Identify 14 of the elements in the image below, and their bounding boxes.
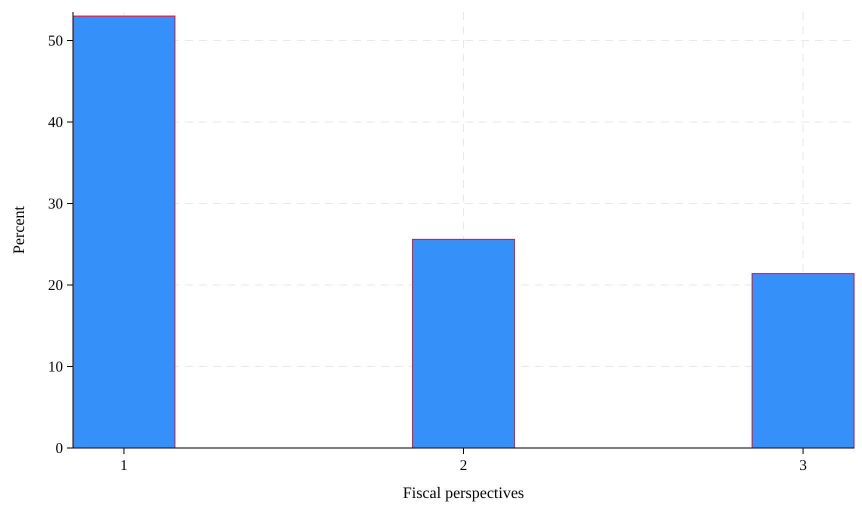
x-tick-label: 2 <box>460 458 468 474</box>
y-tick-label: 0 <box>56 441 63 457</box>
y-axis-title: Percent <box>11 205 28 254</box>
x-axis-title: Fiscal perspectives <box>402 485 524 502</box>
bar <box>752 273 854 448</box>
x-tick-label: 3 <box>799 458 807 474</box>
bar <box>72 16 176 448</box>
y-tick-label: 30 <box>48 196 63 213</box>
bar <box>412 238 515 448</box>
y-tick-label: 50 <box>48 34 63 50</box>
y-tick-label: 40 <box>48 115 63 132</box>
x-tick-label: 1 <box>120 458 128 474</box>
y-tick-label: 20 <box>48 278 63 294</box>
y-tick-label: 10 <box>48 360 63 376</box>
